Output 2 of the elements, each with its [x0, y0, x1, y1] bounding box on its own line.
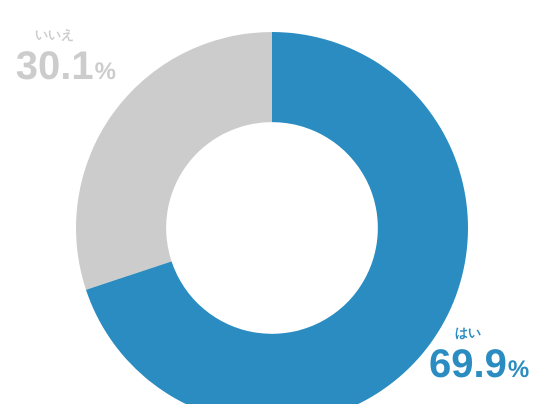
data-label: 69.9%	[429, 342, 530, 386]
slice-label: はい	[454, 326, 481, 342]
